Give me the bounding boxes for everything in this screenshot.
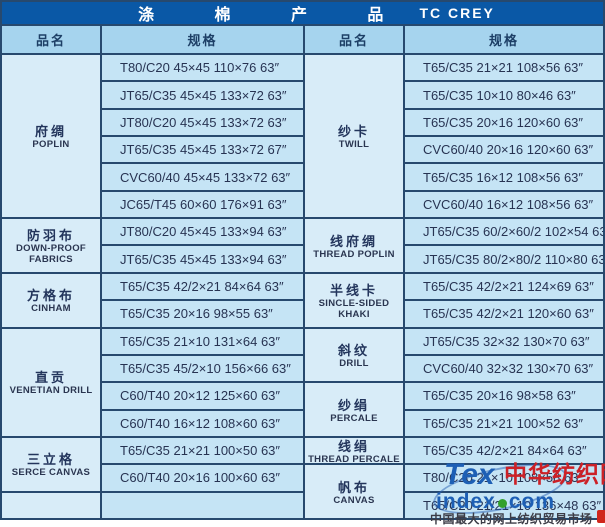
spec-cell: T65/C35 42/2×21 120×60 63″: [405, 301, 603, 327]
table-header-row: 品名 规格 品名 规格: [2, 26, 603, 53]
product-name-cell-serce-canvas: 三立格 SERCE CANVAS: [2, 437, 100, 491]
spec-cell: T65/C20 21/21×10 136×48 63″: [405, 492, 603, 518]
column-header-product-name-right: 品名: [305, 26, 403, 53]
column-header-spec-left: 规格: [102, 26, 303, 53]
spec-cell: T65/C35 20×16 98×55 63″: [102, 301, 303, 327]
product-name-cell-canvas: 帆布 CANVAS: [305, 465, 403, 518]
table-right-half: 纱卡 TWILL T65/C35 21×21 108×56 63″ T65/C3…: [305, 55, 603, 518]
product-name-en: SERCE CANVAS: [11, 467, 91, 479]
spec-cell: JT65/C35 80/2×80/2 110×80 63″: [405, 246, 603, 272]
spec-cell: T65/C35 20×16 98×58 63″: [405, 383, 603, 409]
product-name-zh: 三立格: [26, 452, 75, 468]
product-name-en: CANVAS: [333, 494, 375, 506]
product-name-cell-thread-percale: 线绢 THREAD PERCALE: [305, 437, 403, 464]
product-name-zh: 方格布: [26, 288, 75, 304]
product-name-en: DOWN-PROOF FABRICS: [15, 243, 87, 265]
product-name-cell-poplin: 府绸 POPLIN: [2, 55, 100, 218]
spec-cell: CVC60/40 20×16 120×60 63″: [405, 137, 603, 163]
spec-cell: C60/T40 20×12 125×60 63″: [102, 383, 303, 409]
product-name-en: TWILL: [338, 139, 370, 151]
product-name-zh: 纱卡: [337, 124, 370, 140]
product-name-en: DRILL: [339, 357, 369, 369]
product-name-zh: 纱绢: [337, 397, 370, 413]
product-name-zh: 线绢: [337, 438, 370, 454]
page-title-english: TC CREY: [419, 5, 495, 21]
spec-cell: T80/C20 21×10 108×58 63″: [405, 465, 603, 491]
product-name-cell-twill: 纱卡 TWILL: [305, 55, 403, 218]
spec-cell: C60/T40 20×16 100×60 63″: [102, 465, 303, 491]
spec-cell: C60/T40 16×12 108×60 63″: [102, 410, 303, 436]
spec-cell: T65/C35 21×21 108×56 63″: [405, 55, 603, 81]
spec-cell: T80/C20 45×45 110×76 63″: [102, 55, 303, 81]
spec-cell: T65/C35 10×10 80×46 63″: [405, 82, 603, 108]
product-name-zh: 斜纹: [337, 342, 370, 358]
product-name-zh: 帆布: [337, 479, 370, 495]
spec-cell-empty: [102, 492, 303, 518]
product-name-cell-down-proof: 防羽布 DOWN-PROOF FABRICS: [2, 219, 100, 272]
product-name-cell-venetian-drill: 直贡 VENETIAN DRILL: [2, 328, 100, 436]
table-left-half: 府绸 POPLIN T80/C20 45×45 110×76 63″ JT65/…: [2, 55, 303, 518]
spec-cell: T65/C35 42/2×21 124×69 63″: [405, 273, 603, 300]
spec-cell: T65/C35 21×21 100×50 63″: [102, 437, 303, 464]
product-name-en: POPLIN: [32, 139, 70, 151]
product-name-cell-drill: 斜纹 DRILL: [305, 328, 403, 382]
spec-cell: JT80/C20 45×45 133×72 63″: [102, 109, 303, 136]
product-name-en: PERCALE: [330, 412, 378, 424]
spec-cell: T65/C35 16×12 108×56 63″: [405, 164, 603, 190]
spec-cell: JT65/C35 45×45 133×94 63″: [102, 246, 303, 272]
spec-cell: JT65/C35 45×45 133×72 67″: [102, 137, 303, 163]
product-name-cell-percale: 纱绢 PERCALE: [305, 383, 403, 436]
spec-cell: CVC60/40 32×32 130×70 63″: [405, 355, 603, 382]
table-body: 府绸 POPLIN T80/C20 45×45 110×76 63″ JT65/…: [2, 55, 603, 518]
product-name-en: VENETIAN DRILL: [9, 385, 93, 397]
product-name-cell-cinham: 方格布 CINHAM: [2, 273, 100, 327]
column-header-spec-right: 规格: [405, 26, 603, 53]
product-name-cell-empty: [2, 492, 100, 518]
spec-cell: CVC60/40 16×12 108×56 63″: [405, 191, 603, 218]
spec-cell: T65/C35 45/2×10 156×66 63″: [102, 355, 303, 382]
product-name-en: THREAD PERCALE: [308, 453, 400, 464]
spec-cell: T65/C35 42/2×21 84×64 63″: [405, 437, 603, 464]
spec-cell: CVC60/40 45×45 133×72 63″: [102, 164, 303, 190]
spec-cell: JT65/C35 60/2×60/2 102×54 63″: [405, 219, 603, 245]
spec-cell: JT65/C35 32×32 130×70 63″: [405, 328, 603, 354]
spec-cell: JC65/T45 60×60 176×91 63″: [102, 191, 303, 218]
product-name-zh: 直贡: [34, 370, 67, 386]
spec-cell: JT65/C35 45×45 133×72 63″: [102, 82, 303, 108]
title-bar: 涤 棉 产 品 TC CREY: [2, 2, 603, 24]
product-name-zh: 半线卡: [329, 282, 378, 298]
product-name-zh: 线府绸: [329, 233, 378, 249]
product-name-zh: 府绸: [34, 124, 67, 140]
page-title-chinese: 涤 棉 产 品: [138, 7, 412, 24]
spec-cell: T65/C35 21×10 131×64 63″: [102, 328, 303, 354]
spec-cell: T65/C35 21×21 100×52 63″: [405, 410, 603, 436]
product-name-zh: 防羽布: [26, 228, 75, 244]
spec-cell: JT80/C20 45×45 133×94 63″: [102, 219, 303, 245]
product-name-en: CINHAM: [31, 303, 71, 315]
column-header-product-name-left: 品名: [2, 26, 100, 53]
product-name-cell-thread-poplin: 线府绸 THREAD POPLIN: [305, 219, 403, 272]
spec-cell: T65/C35 20×16 120×60 63″: [405, 109, 603, 136]
product-name-en: SINCLE-SIDED KHAKI: [318, 297, 390, 320]
product-name-en: THREAD POPLIN: [313, 248, 395, 260]
spec-cell: T65/C35 42/2×21 84×64 63″: [102, 273, 303, 300]
product-name-cell-single-sided-khaki: 半线卡 SINCLE-SIDED KHAKI: [305, 273, 403, 327]
